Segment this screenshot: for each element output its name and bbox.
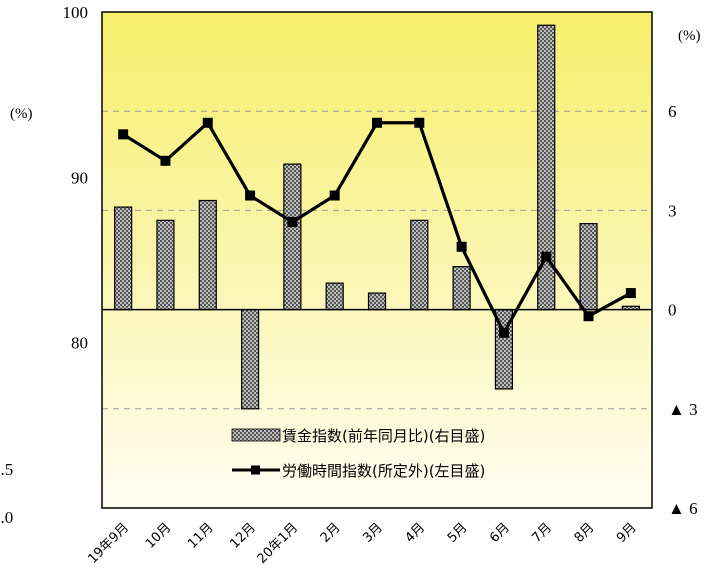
legend-bar-swatch — [231, 428, 281, 442]
plot-area-background — [102, 12, 652, 508]
line-marker-9 — [498, 327, 509, 338]
right-tick-label: ▲ 3 — [668, 400, 698, 419]
legend-bar-label: 賃金指数(前年同月比)(右目盛) — [282, 427, 485, 445]
left-tick-label: 90 — [71, 168, 88, 187]
category-label: 8月 — [572, 520, 598, 546]
legend-line-label: 労働時間指数(所定外)(左目盛) — [282, 462, 485, 480]
bar-7 — [410, 219, 429, 311]
category-label: 9月 — [614, 520, 640, 546]
line-marker-4 — [287, 216, 298, 227]
bar-8 — [452, 266, 471, 311]
cutoff-label-1: 0.5 — [0, 460, 13, 479]
category-label: 2月 — [318, 520, 344, 546]
line-marker-7 — [414, 117, 425, 128]
line-marker-5 — [329, 190, 340, 201]
line-marker-3 — [245, 190, 256, 201]
bar-0 — [114, 206, 133, 311]
bar-2 — [198, 199, 217, 311]
right-tick-label: ▲ 6 — [668, 499, 698, 518]
bar-1 — [156, 219, 175, 311]
bar-series — [114, 24, 640, 410]
right-tick-label: 0 — [668, 301, 677, 320]
category-label: 10月 — [143, 520, 174, 551]
line-marker-6 — [372, 117, 382, 128]
line-marker-10 — [541, 251, 552, 262]
line-marker-1 — [160, 155, 171, 166]
left-axis-unit: (%) — [10, 106, 33, 122]
right-axis-ticks: 6 3 0 ▲ 3 ▲ 6 — [668, 102, 698, 518]
left-tick-label: 100 — [63, 3, 89, 22]
category-label: 4月 — [402, 520, 428, 546]
right-tick-label: 3 — [668, 201, 677, 220]
line-marker-2 — [202, 117, 213, 128]
category-label: 12月 — [227, 520, 258, 551]
legend: 賃金指数(前年同月比)(右目盛) 労働時間指数(所定外)(左目盛) — [231, 427, 485, 480]
bar-3 — [240, 309, 260, 410]
bar-4 — [283, 163, 302, 311]
cutoff-label-2: 1.0 — [0, 508, 13, 527]
line-marker-0 — [118, 129, 129, 140]
right-tick-label: 6 — [668, 102, 677, 121]
right-axis-unit: (%) — [678, 28, 701, 44]
category-label: 5月 — [445, 520, 471, 546]
category-label: 6月 — [487, 520, 513, 546]
bar-11 — [579, 223, 598, 311]
left-axis-ticks: 100 90 80 — [63, 3, 89, 353]
left-tick-label: 80 — [71, 334, 88, 353]
category-label: 7月 — [529, 520, 555, 546]
bar-5 — [325, 282, 344, 311]
category-label: 3月 — [360, 520, 386, 546]
line-marker-8 — [456, 241, 467, 252]
legend-line-marker — [251, 465, 260, 475]
category-label: 11月 — [185, 520, 216, 551]
line-marker-11 — [583, 311, 594, 322]
line-marker-12 — [625, 288, 636, 299]
plot-area-border — [101, 11, 653, 509]
category-label: 19年9月 — [85, 520, 132, 567]
bar-6 — [367, 292, 387, 311]
line-series — [118, 117, 636, 338]
category-label: 20年1月 — [255, 520, 302, 567]
